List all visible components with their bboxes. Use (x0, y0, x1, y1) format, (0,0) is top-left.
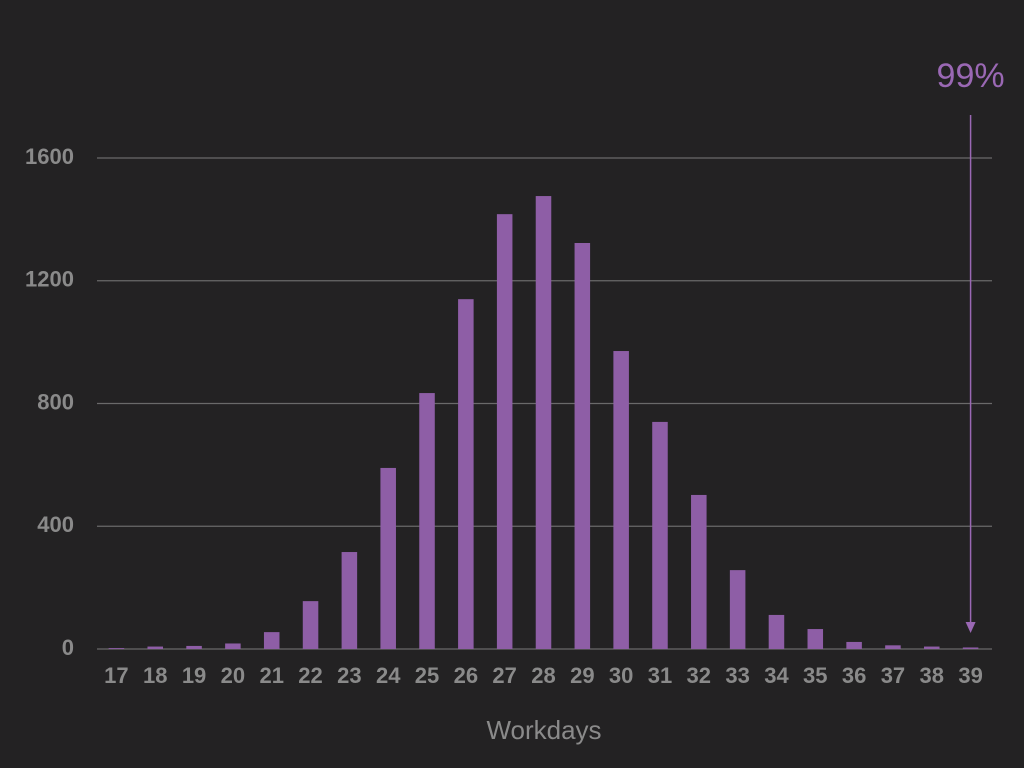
bar (535, 196, 552, 650)
x-tick-label: 24 (376, 663, 401, 688)
annotation-label: 99% (937, 57, 1005, 95)
x-tick-label: 38 (920, 663, 944, 688)
x-tick-label: 19 (182, 663, 206, 688)
bar (729, 570, 746, 649)
x-tick-label: 29 (570, 663, 594, 688)
x-tick-label: 28 (531, 663, 555, 688)
x-tick-label: 23 (337, 663, 361, 688)
x-tick-label: 18 (143, 663, 167, 688)
bar (458, 299, 474, 649)
bar (768, 614, 785, 649)
y-tick-label: 400 (37, 512, 74, 537)
x-tick-label: 21 (259, 663, 283, 688)
x-tick-label: 37 (881, 663, 905, 688)
y-tick-label: 1600 (25, 144, 74, 169)
x-tick-label: 30 (609, 663, 633, 688)
bar (574, 243, 591, 649)
bar (885, 645, 901, 649)
x-tick-label: 25 (415, 663, 439, 688)
x-tick-label: 39 (958, 663, 982, 688)
bar (691, 494, 707, 649)
x-tick-label: 31 (648, 663, 672, 688)
bar (496, 214, 513, 649)
x-tick-label: 32 (687, 663, 711, 688)
x-tick-label: 27 (492, 663, 516, 688)
x-tick-label: 36 (842, 663, 866, 688)
bar (263, 632, 280, 649)
y-tick-label: 1200 (25, 267, 74, 292)
x-tick-label: 33 (725, 663, 749, 688)
y-tick-label: 800 (37, 389, 74, 414)
x-tick-label: 34 (764, 663, 789, 688)
x-tick-label: 35 (803, 663, 827, 688)
x-tick-label: 17 (104, 663, 128, 688)
bar (652, 421, 668, 649)
arrow-head (965, 622, 976, 633)
x-tick-label: 26 (454, 663, 478, 688)
bar (341, 552, 358, 649)
bar (613, 351, 629, 649)
bar (147, 646, 164, 649)
x-tick-label: 20 (221, 663, 245, 688)
x-tick-label: 22 (298, 663, 322, 688)
bar (923, 646, 940, 649)
bar (419, 393, 435, 649)
bar (186, 645, 202, 649)
bar (807, 629, 824, 649)
bar (846, 641, 862, 649)
y-tick-label: 0 (62, 635, 74, 660)
bar (962, 647, 979, 649)
bar (225, 643, 241, 649)
bar (380, 467, 396, 649)
bar (108, 648, 125, 649)
x-axis-label: Workdays (486, 715, 601, 745)
bar (302, 601, 319, 649)
